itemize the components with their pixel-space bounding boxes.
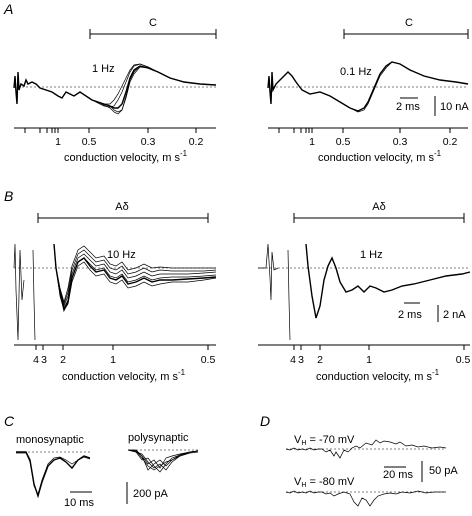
panel-d: VH = -70 mV 20 ms 50 pA VH = -80 mV — [285, 434, 458, 507]
monosynaptic-label: monosynaptic — [16, 434, 84, 446]
tick-label: 0.5 — [201, 354, 216, 366]
tick-label: 1 — [55, 136, 61, 148]
tick-label: 0.5 — [336, 136, 351, 148]
tick-label: 0.3 — [141, 136, 156, 148]
holding-potential-2-label: VH = -80 mV — [294, 476, 355, 489]
time-scale-label: 10 ms — [64, 497, 94, 509]
tick-label: 3 — [298, 354, 304, 366]
axis-ticks — [278, 128, 451, 133]
polysynaptic-label: polysynaptic — [128, 432, 189, 444]
bracket-label: C — [149, 17, 157, 29]
panel-b-right: Aδ 1 Hz 2 ms 2 nA 4 3 2 1 0.5 conduction… — [258, 201, 470, 383]
panel-label-b: B — [4, 188, 13, 204]
axis-label: conduction velocity, m s-1 — [318, 149, 442, 164]
bracket-label: Aδ — [372, 201, 385, 213]
panel-b-left: Aδ 10 Hz 4 3 2 1 0.5 conduction velocity… — [13, 201, 217, 383]
amplitude-scale-label: 2 nA — [443, 309, 466, 321]
time-scale-label: 20 ms — [383, 469, 413, 481]
panel-c: monosynaptic polysynaptic 10 ms 200 pA — [16, 432, 199, 509]
amplitude-scale-label: 200 pA — [133, 488, 169, 500]
holding-potential-1-label: VH = -70 mV — [294, 434, 355, 447]
amplitude-scale-label: 10 nA — [440, 101, 469, 113]
frequency-label: 0.1 Hz — [340, 66, 372, 78]
tick-label: 4 — [290, 354, 296, 366]
trace-group — [13, 243, 217, 341]
tick-label: 1 — [366, 354, 372, 366]
tick-label: 0.2 — [189, 136, 204, 148]
bracket-label: Aδ — [115, 201, 128, 213]
tick-label: 1 — [309, 136, 315, 148]
panel-a-right: C 0.1 Hz 2 ms 10 nA 1 0.5 0.3 0.2 conduc… — [267, 17, 469, 164]
bracket-label: C — [405, 17, 413, 29]
panel-label-d: D — [260, 413, 270, 429]
frequency-label: 10 Hz — [107, 249, 136, 261]
time-scale-label: 2 ms — [398, 309, 422, 321]
tick-label: 2 — [60, 354, 66, 366]
axis-ticks — [293, 345, 465, 350]
panel-label-c: C — [4, 413, 15, 429]
tick-label: 4 — [33, 354, 39, 366]
axis-ticks — [24, 128, 197, 133]
axis-label: conduction velocity, m s-1 — [62, 368, 186, 383]
panel-label-a: A — [3, 1, 13, 17]
trace-group — [258, 243, 471, 341]
axis-ticks — [35, 345, 209, 350]
trace-minus-80 — [285, 490, 446, 507]
tick-label: 0.3 — [393, 136, 408, 148]
axis-label: conduction velocity, m s-1 — [64, 149, 188, 164]
polysynaptic-traces — [127, 449, 199, 473]
trace-minus-70 — [285, 439, 447, 459]
tick-label: 0.5 — [456, 354, 471, 366]
monosynaptic-traces — [16, 451, 91, 499]
axis-label: conduction velocity, m s-1 — [316, 368, 440, 383]
tick-label: 3 — [41, 354, 47, 366]
panel-a-left: C 1 Hz 1 0.5 0.3 0.2 conduction velocity… — [13, 17, 217, 164]
tick-label: 0.2 — [443, 136, 458, 148]
tick-label: 0.5 — [82, 136, 97, 148]
trace-group — [13, 63, 217, 115]
time-scale-label: 2 ms — [396, 101, 420, 113]
trace-group — [267, 61, 469, 113]
tick-label: 2 — [317, 354, 323, 366]
frequency-label: 1 Hz — [360, 249, 383, 261]
tick-label: 1 — [110, 354, 116, 366]
frequency-label: 1 Hz — [92, 63, 115, 75]
amplitude-scale-label: 50 pA — [429, 465, 458, 477]
